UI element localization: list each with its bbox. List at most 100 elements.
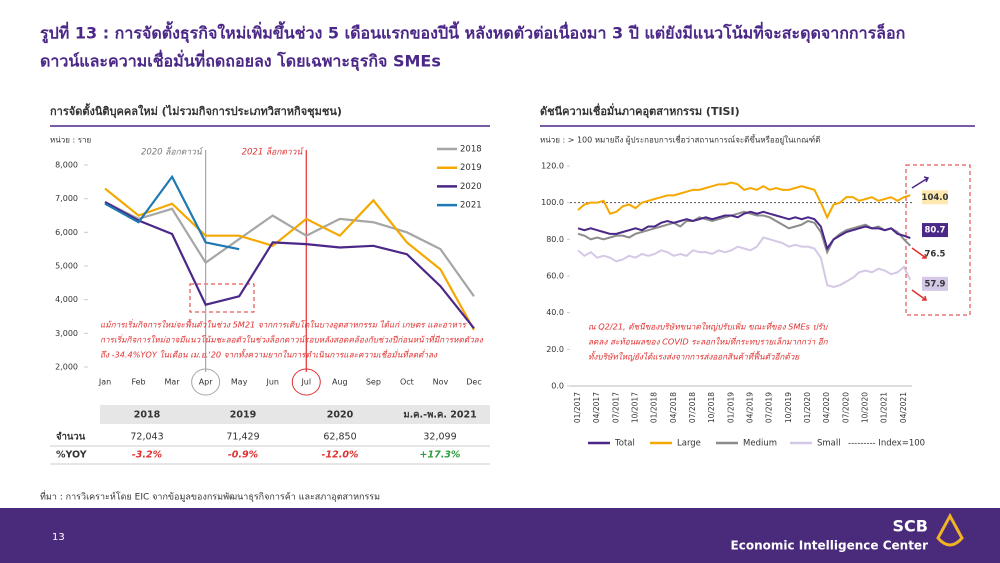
source: ที่มา : การวิเคราะห์โดย EIC จากข้อมูลของ…: [40, 490, 380, 503]
value-label-bg: [922, 223, 948, 238]
x-tick-label: 04/2021: [899, 392, 908, 423]
chart-title: ดัชนีความเชื่อมั่นภาคอุตสาหกรรม (TISI): [540, 103, 740, 119]
x-tick-label: Jul: [300, 378, 311, 387]
y-tick-label: 100.0: [541, 198, 564, 207]
x-tick-label: May: [231, 378, 248, 387]
y-tick-label: 5,000: [55, 262, 78, 271]
x-tick-label: Mar: [165, 378, 181, 387]
arrow: [911, 176, 930, 189]
unit-label: หน่วย : > 100 หมายถึง ผู้ประกอบการเชื่อว…: [540, 134, 820, 146]
table-cell: 72,043: [130, 432, 163, 443]
highlight-box: [189, 283, 255, 313]
table-cell: +17.3%: [420, 450, 461, 461]
row-header: %YOY: [56, 450, 87, 461]
value-label-bg: [922, 190, 948, 205]
y-tick-label: 7,000: [55, 194, 78, 203]
table-header: 2018: [134, 410, 161, 421]
value-label: 57.9: [925, 279, 946, 289]
value-label: 76.5: [925, 249, 946, 259]
x-tick-label: 07/2019: [765, 392, 774, 423]
x-tick-label: 07/2018: [688, 392, 697, 423]
table-cell: 32,099: [423, 432, 456, 443]
series-line: [577, 236, 912, 289]
legend-label: Total: [614, 439, 635, 449]
y-tick-label: 80.0: [546, 235, 564, 244]
table-cell: 71,429: [226, 432, 259, 443]
y-tick-label: 120.0: [541, 162, 564, 171]
x-tick-label: 10/2019: [784, 392, 793, 423]
table-cell: -12.0%: [322, 450, 359, 461]
x-tick-label: Jan: [98, 378, 111, 387]
y-tick-label: 3,000: [55, 329, 78, 338]
logo: [936, 512, 964, 547]
table-cell: 62,850: [323, 432, 356, 443]
legend-label: 2021: [460, 201, 482, 211]
table-cell: -3.2%: [132, 450, 162, 461]
x-tick-label: 04/2019: [746, 392, 755, 423]
x-tick-label: Sep: [366, 378, 381, 387]
page-number: 13: [52, 532, 65, 543]
legend-label: 2020: [460, 182, 482, 192]
x-tick-label: 01/2020: [803, 392, 812, 423]
series-line: [577, 181, 911, 220]
arrow: [911, 247, 927, 259]
note: ทั้งบริษัทใหญ่ยังได้แรงส่งจากการส่งออกสิ…: [588, 351, 800, 362]
note: การเริ่มกิจการใหม่อาจมีแนวโน้มชะลอตัวในช…: [100, 334, 484, 345]
x-tick-label: 04/2020: [822, 392, 831, 423]
x-tick-label: 04/2017: [592, 392, 601, 423]
series-line: [104, 187, 475, 331]
y-tick-label: 20.0: [546, 345, 564, 354]
lockdown-circle: [191, 368, 221, 396]
series-line: [104, 201, 475, 297]
legend-label: --------- Index=100: [848, 439, 925, 449]
series-line: [104, 201, 475, 329]
brand-unit: Economic Intelligence Center: [731, 539, 929, 553]
y-tick-label: 8,000: [55, 161, 78, 170]
x-tick-label: 10/2017: [631, 392, 640, 423]
note: แม้การเริ่มกิจการใหม่จะฟื้นตัวในช่วง 5M2…: [100, 319, 468, 331]
table-cell: -0.9%: [228, 450, 258, 461]
highlight-box: [905, 164, 971, 316]
chart-title: การจัดตั้งนิติบุคคลใหม่ (ไม่รวมกิจการประ…: [50, 103, 342, 119]
y-tick-label: 4,000: [55, 295, 78, 304]
x-tick-label: 01/2021: [880, 392, 889, 423]
value-label: 104.0: [922, 193, 949, 203]
x-tick-label: 07/2017: [611, 392, 620, 423]
x-tick-label: Dec: [466, 378, 481, 387]
value-label: 80.7: [925, 226, 946, 236]
y-tick-label: 0.0: [551, 382, 564, 391]
x-tick-label: 10/2018: [707, 392, 716, 423]
y-tick-label: 2,000: [55, 363, 78, 372]
note: ลดลง สะท้อนผลของ COVID ระลอกใหม่ที่กระทบ…: [588, 336, 829, 347]
title-line: รูปที่ 13 : การจัดตั้งธุรกิจใหม่เพิ่มขึ้…: [40, 21, 905, 45]
x-tick-label: 01/2017: [573, 392, 582, 423]
legend-label: 2019: [460, 163, 482, 173]
x-tick-label: Oct: [400, 378, 414, 387]
x-tick-label: Feb: [131, 378, 145, 387]
x-tick-label: 01/2018: [650, 392, 659, 423]
y-tick-label: 60.0: [546, 272, 564, 281]
legend-label: 2018: [460, 145, 482, 155]
x-tick-label: Apr: [199, 378, 214, 387]
value-label-bg: [922, 276, 948, 291]
arrow: [911, 289, 927, 301]
x-tick-label: Nov: [433, 378, 449, 387]
x-tick-label: Aug: [332, 378, 348, 387]
x-tick-label: 07/2020: [841, 392, 850, 423]
x-tick-label: Jun: [265, 378, 279, 387]
x-tick-label: 01/2019: [726, 392, 735, 423]
y-tick-label: 40.0: [546, 308, 564, 317]
footer-band: [0, 508, 1000, 563]
legend-label: Small: [817, 439, 841, 449]
legend-label: Large: [677, 439, 701, 449]
lockdown-circle: [291, 368, 321, 396]
annotation: 2020 ล็อกดาวน์: [141, 147, 204, 158]
table-header: 2020: [327, 410, 354, 421]
table-header: 2019: [230, 410, 256, 421]
y-tick-label: 6,000: [55, 228, 78, 237]
row-header: จำนวน: [56, 432, 86, 443]
x-tick-label: 10/2020: [861, 392, 870, 423]
series-line: [577, 210, 911, 251]
